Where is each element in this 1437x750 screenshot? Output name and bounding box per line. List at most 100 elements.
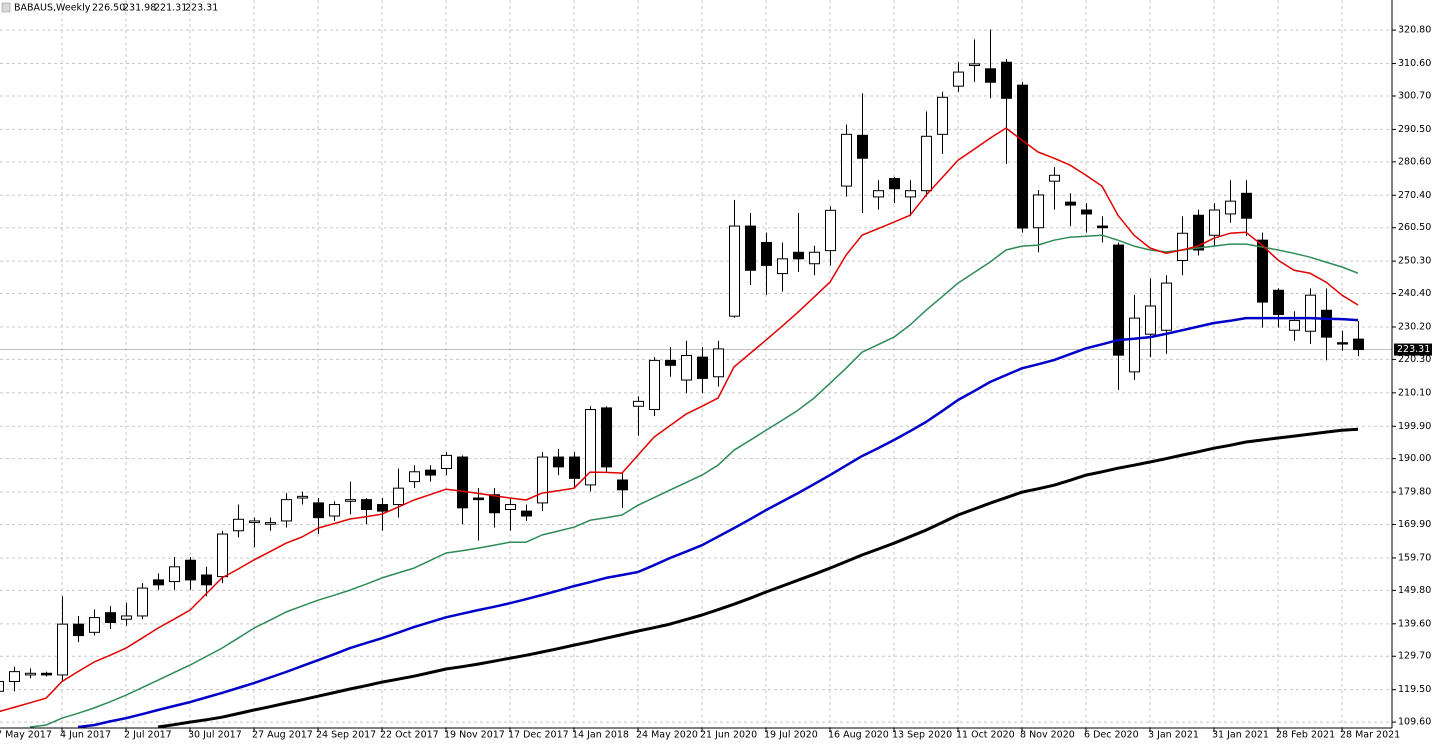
candle-body — [1321, 309, 1332, 338]
candle-body — [1225, 200, 1236, 215]
candle-body — [1161, 282, 1172, 331]
candle-body — [329, 504, 340, 517]
x-tick-label: 3 Jan 2021 — [1148, 730, 1199, 741]
ma-line — [29, 234, 1359, 728]
candle-body — [249, 520, 260, 524]
axes: 109.60 119.50 129.70 139.60 149.80 159.70 169.… — [0, 25, 1432, 741]
candle-body — [345, 499, 356, 502]
candle-body — [265, 522, 276, 525]
candle-body — [729, 225, 740, 317]
candle-body — [425, 469, 436, 476]
candle-body — [1353, 338, 1364, 351]
candle-body — [713, 348, 724, 378]
candle-body — [809, 251, 820, 265]
candle-body — [537, 456, 548, 504]
candle-body — [1145, 305, 1156, 335]
ma-line — [0, 127, 1359, 713]
y-tick-label: 290.50 — [1398, 124, 1431, 135]
candle-body — [313, 502, 324, 519]
x-tick-label: 7 May 2017 — [0, 730, 52, 741]
candle-body — [633, 400, 644, 407]
candle-body — [1081, 209, 1092, 215]
x-tick-label: 19 Jul 2020 — [764, 730, 818, 741]
candle-body — [793, 251, 804, 260]
last-price-label: 223.31 — [1397, 344, 1430, 355]
candle-body — [297, 495, 308, 499]
candle-body — [0, 680, 4, 692]
candle-body — [1177, 232, 1188, 261]
candle-body — [1065, 201, 1076, 206]
candle-body — [1257, 239, 1268, 303]
y-tick-label: 149.80 — [1398, 585, 1431, 596]
candle-body — [185, 559, 196, 581]
y-tick-label: 270.40 — [1398, 190, 1431, 201]
candle-body — [1289, 319, 1300, 331]
candle-body — [121, 615, 132, 620]
quote-value: 223.31 — [185, 3, 218, 14]
candle-body — [361, 499, 372, 510]
y-tick-label: 169.90 — [1398, 519, 1431, 530]
candle-body — [169, 566, 180, 583]
candle-body — [25, 672, 36, 676]
ma-line — [157, 427, 1359, 728]
candle-body — [1001, 61, 1012, 99]
x-tick-label: 24 Sep 2017 — [316, 730, 376, 741]
candle-body — [1129, 317, 1140, 373]
candle-body — [841, 133, 852, 187]
x-tick-label: 28 Feb 2021 — [1276, 730, 1335, 741]
y-tick-label: 320.80 — [1398, 25, 1431, 36]
candle-body — [985, 68, 996, 83]
y-tick-label: 159.70 — [1398, 552, 1431, 563]
y-tick-label: 250.30 — [1398, 256, 1431, 267]
candle-body — [953, 71, 964, 87]
candle-body — [73, 623, 84, 637]
candle-body — [857, 134, 868, 159]
quote-value: 231.98 — [123, 3, 156, 14]
candle-body — [1193, 214, 1204, 251]
candle-body — [201, 574, 212, 586]
chart-title: BABAUS,Weekly — [14, 3, 91, 14]
plot-area — [0, 29, 1392, 728]
y-tick-label: 240.40 — [1398, 288, 1431, 299]
candle-body — [697, 356, 708, 379]
y-tick-label: 190.00 — [1398, 453, 1431, 464]
quote-value: 221.31 — [154, 3, 187, 14]
y-tick-label: 139.60 — [1398, 618, 1431, 629]
x-tick-label: 16 Aug 2020 — [828, 730, 889, 741]
candle-body — [233, 518, 244, 532]
candle-body — [457, 456, 468, 509]
symbol-icon — [1, 2, 11, 13]
candle-body — [409, 471, 420, 483]
candle-body — [1337, 342, 1348, 345]
candle-body — [1305, 294, 1316, 332]
candle-body — [745, 225, 756, 271]
candle-body — [601, 407, 612, 468]
candle-body — [1241, 192, 1252, 219]
candle-body — [217, 533, 228, 578]
x-tick-label: 22 Oct 2017 — [380, 730, 439, 741]
x-tick-label: 13 Sep 2020 — [892, 730, 952, 741]
candle-body — [473, 497, 484, 501]
candle-body — [969, 63, 980, 67]
last-price-box — [1394, 343, 1432, 356]
candle-body — [9, 671, 20, 682]
y-tick-label: 119.50 — [1398, 684, 1431, 695]
y-tick-label: 129.70 — [1398, 651, 1431, 662]
candle-body — [937, 96, 948, 135]
candle-body — [585, 409, 596, 486]
candle-body — [281, 499, 292, 522]
candle-body — [521, 510, 532, 517]
candle-body — [1017, 84, 1028, 229]
candle-body — [105, 612, 116, 624]
candle-body — [665, 359, 676, 366]
y-tick-label: 109.60 — [1398, 717, 1431, 728]
x-tick-label: 24 May 2020 — [636, 730, 698, 741]
candle-body — [57, 623, 68, 676]
y-tick-label: 210.10 — [1398, 387, 1431, 398]
x-tick-label: 31 Jan 2021 — [1212, 730, 1269, 741]
candle-body — [153, 579, 164, 586]
candle-body — [377, 504, 388, 512]
